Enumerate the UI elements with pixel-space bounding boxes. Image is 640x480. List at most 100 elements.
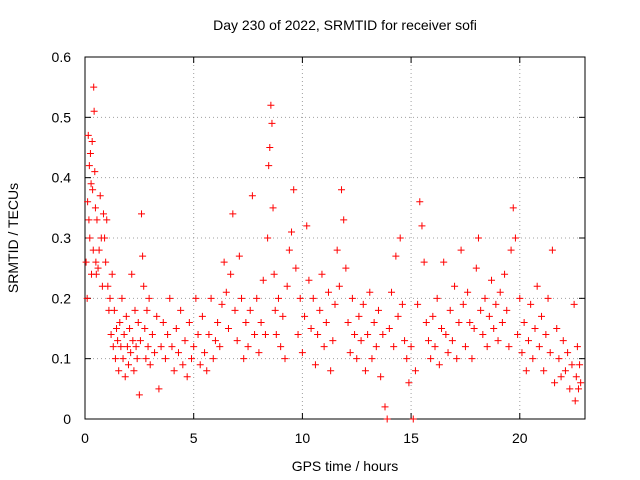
data-point — [129, 337, 137, 345]
data-point — [509, 204, 517, 212]
data-point — [501, 270, 509, 278]
data-point — [89, 246, 97, 254]
data-point — [109, 343, 117, 351]
data-point — [316, 306, 324, 314]
data-point — [122, 312, 130, 320]
data-point — [244, 343, 252, 351]
data-point — [188, 355, 196, 363]
data-point — [472, 264, 480, 272]
data-point — [568, 361, 576, 369]
data-point — [146, 361, 154, 369]
data-point — [139, 252, 147, 260]
data-point — [416, 198, 424, 206]
data-point — [155, 385, 163, 393]
data-point — [267, 101, 275, 109]
data-point — [181, 337, 189, 345]
data-point — [117, 343, 125, 351]
data-point — [222, 288, 230, 296]
data-point — [424, 337, 432, 345]
data-point — [82, 258, 90, 266]
data-point — [240, 355, 248, 363]
data-point — [116, 318, 124, 326]
data-point — [87, 180, 95, 188]
y-tick-label: 0.5 — [52, 109, 72, 125]
data-point — [468, 355, 476, 363]
data-point — [524, 337, 532, 345]
data-point — [490, 325, 498, 332]
x-tick-label: 15 — [403, 430, 419, 446]
data-point — [331, 300, 339, 308]
data-point — [364, 331, 372, 339]
data-point — [368, 355, 376, 363]
data-point — [577, 379, 585, 387]
data-point — [151, 349, 159, 357]
data-point — [533, 282, 541, 290]
data-point — [132, 343, 140, 351]
data-point — [453, 355, 461, 363]
data-point — [572, 373, 580, 381]
data-point — [113, 325, 121, 332]
data-point — [385, 325, 393, 332]
data-point — [251, 331, 259, 339]
data-point — [86, 150, 94, 158]
data-point — [329, 337, 337, 345]
data-point — [514, 331, 522, 339]
data-point — [108, 270, 116, 278]
data-point — [498, 318, 506, 326]
data-point — [90, 83, 98, 91]
data-point — [309, 294, 317, 302]
data-point — [305, 276, 313, 284]
data-point — [457, 246, 465, 254]
x-tick-label: 10 — [295, 430, 311, 446]
data-point — [355, 312, 363, 320]
data-point — [570, 300, 578, 308]
data-point — [235, 252, 243, 260]
data-point — [438, 325, 446, 332]
data-point — [110, 306, 118, 314]
data-point — [311, 361, 319, 369]
data-point — [327, 367, 335, 375]
data-point — [103, 216, 111, 224]
data-point — [451, 282, 459, 290]
data-point — [192, 294, 200, 302]
data-point — [114, 337, 122, 345]
data-point — [470, 325, 478, 332]
y-tick-label: 0.2 — [52, 290, 72, 306]
data-point — [372, 343, 380, 351]
data-point — [90, 107, 98, 115]
data-point — [488, 276, 496, 284]
data-point — [446, 306, 454, 314]
data-point — [366, 288, 374, 296]
data-point — [104, 282, 112, 290]
data-point — [274, 294, 282, 302]
data-point — [564, 349, 572, 357]
data-point — [238, 294, 246, 302]
data-point — [170, 367, 178, 375]
data-point — [333, 246, 341, 254]
data-point — [459, 300, 467, 308]
data-point — [89, 186, 97, 194]
data-point — [294, 331, 302, 339]
data-point — [216, 343, 224, 351]
data-point — [538, 312, 546, 320]
data-point — [390, 343, 398, 351]
data-point — [448, 337, 456, 345]
data-point — [573, 343, 581, 351]
data-point — [271, 306, 279, 314]
data-point — [474, 234, 482, 242]
data-point — [123, 343, 131, 351]
data-point — [269, 204, 277, 212]
data-point — [159, 318, 167, 326]
data-point — [266, 144, 274, 151]
data-point — [353, 355, 361, 363]
data-point — [292, 264, 300, 272]
x-axis: 0 5 10 15 20 — [81, 57, 528, 446]
data-point — [190, 343, 198, 351]
data-point — [119, 355, 127, 363]
x-tick-label: 20 — [512, 430, 528, 446]
data-point — [107, 331, 115, 339]
data-point — [84, 198, 92, 206]
data-point — [322, 318, 330, 326]
data-point — [205, 331, 213, 339]
data-point — [440, 258, 448, 266]
